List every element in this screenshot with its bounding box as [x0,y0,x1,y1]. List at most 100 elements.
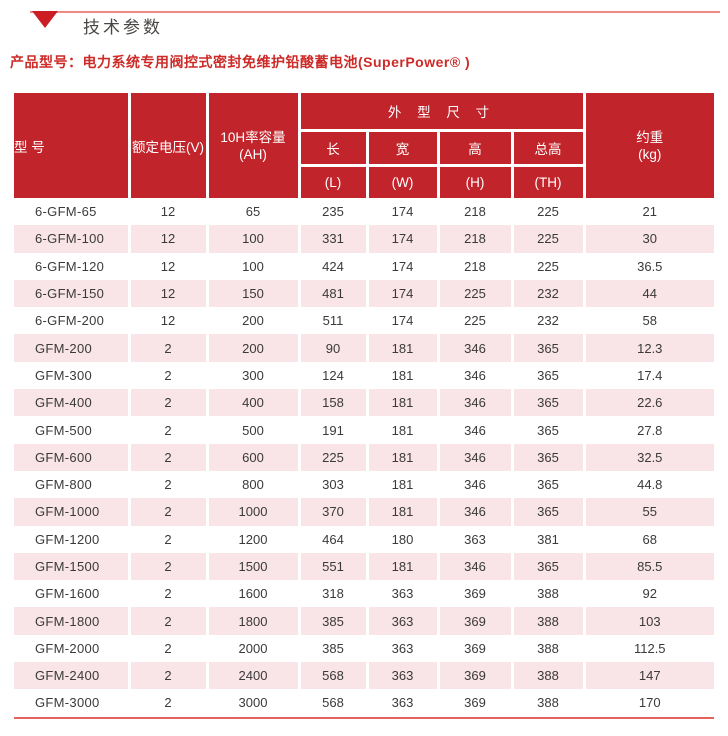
value-cell: 369 [464,586,486,602]
value-cell: 2 [129,334,209,362]
value-cell: 90 [299,334,369,362]
model-cell: GFM-1000 [14,498,131,526]
value-cell: 365 [512,498,586,526]
table-row: GFM-300 2 300 124 181 346 365 17.4 [14,362,714,389]
value-cell: 2 [129,607,209,635]
value-cell: 30 [584,225,715,253]
value-cell: 112.5 [633,640,666,656]
table-row: GFM-2000 2 2000 385 363 369 388 112.5 [14,635,714,662]
value-cell: 2 [129,552,209,581]
value-cell: 181 [367,552,440,581]
value-cell: 464 [322,531,344,547]
value-cell: 1000 [207,498,301,526]
col-header-width: 宽 [367,130,440,167]
value-cell: 181 [367,389,440,417]
col-header-weight-line1: 约重 [636,129,664,145]
value-cell: 331 [299,225,369,253]
value-cell: 385 [322,640,344,656]
model-cell: 6-GFM-150 [14,279,131,308]
value-cell: 346 [464,422,486,438]
value-cell: 369 [464,695,486,711]
model-cell: GFM-400 [14,389,131,417]
table-row: 6-GFM-200 12 200 511 174 225 232 58 [14,307,714,334]
value-cell: 103 [584,607,715,635]
table-row: GFM-200 2 200 90 181 346 365 12.3 [14,334,715,362]
value-cell: 568 [322,695,344,711]
model-cell: GFM-1200 [35,531,100,547]
value-cell: 369 [438,662,514,690]
value-cell: 100 [242,258,264,274]
table-row: GFM-1500 2 1500 551 181 346 365 85.5 [14,552,715,581]
col-header-capacity: 10H率容量 (AH) [207,93,301,198]
value-cell: 365 [537,367,559,383]
value-cell: 232 [512,279,586,308]
value-cell: 150 [207,279,301,308]
value-cell: 68 [642,531,657,547]
value-cell: 346 [464,367,486,383]
model-cell: GFM-2000 [35,640,100,656]
value-cell: 511 [322,313,344,329]
model-cell: 6-GFM-120 [35,258,105,274]
value-cell: 388 [537,695,559,711]
value-cell: 147 [584,662,715,690]
value-cell: 346 [438,552,514,581]
value-cell: 100 [207,225,301,253]
value-cell: 65 [245,204,261,220]
model-cell: GFM-500 [35,422,93,438]
value-cell: 12 [160,204,176,220]
value-cell: 218 [438,225,514,253]
value-cell: 191 [322,422,344,438]
value-cell: 225 [512,225,586,253]
value-cell: 363 [367,607,440,635]
value-cell: 365 [512,389,586,417]
col-header-weight: 约重 (kg) [584,93,715,198]
model-cell: GFM-3000 [35,695,100,711]
value-cell: 363 [464,531,486,547]
value-cell: 2 [129,498,209,526]
value-cell: 346 [438,334,514,362]
value-cell: 58 [642,313,657,329]
col-header-total-height: 总高 [512,130,586,167]
value-cell: 174 [391,258,414,274]
table-row: GFM-800 2 800 303 181 346 365 44.8 [14,471,714,498]
value-cell: 2 [129,389,209,417]
model-cell: 6-GFM-65 [35,204,97,220]
value-cell: 363 [391,586,414,602]
value-cell: 2 [164,367,172,383]
col-header-length-sub: (L) [299,165,369,198]
value-cell: 388 [512,662,586,690]
value-cell: 2 [164,640,172,656]
value-cell: 12.3 [584,334,715,362]
value-cell: 2 [164,531,172,547]
value-cell: 36.5 [637,258,663,274]
value-cell: 2 [129,443,209,471]
value-cell: 1800 [207,607,301,635]
value-cell: 225 [537,258,559,274]
value-cell: 388 [512,607,586,635]
value-cell: 800 [242,477,264,493]
value-cell: 370 [299,498,369,526]
value-cell: 218 [464,204,486,220]
value-cell: 551 [299,552,369,581]
table-row: GFM-500 2 500 191 181 346 365 27.8 [14,416,714,443]
value-cell: 225 [537,204,559,220]
value-cell: 2 [164,477,172,493]
value-cell: 200 [242,313,264,329]
col-header-width-sub: (W) [367,165,440,198]
value-cell: 12 [160,258,176,274]
spec-table-header: 型 号 额定电压(V) 10H率容量 (AH) 外 型 尺 寸 约重 (kg) [14,93,715,198]
section-title: 技术参数 [83,18,163,37]
value-cell: 174 [367,225,440,253]
model-cell: GFM-1600 [35,586,100,602]
value-cell: 346 [438,498,514,526]
table-row: GFM-1000 2 1000 370 181 346 365 55 [14,498,715,526]
value-cell: 181 [367,334,440,362]
value-cell: 22.6 [584,389,715,417]
value-cell: 369 [464,640,486,656]
value-cell: 12 [129,279,209,308]
value-cell: 21 [642,204,657,220]
value-cell: 200 [207,334,301,362]
col-header-capacity-line1: 10H率容量 [220,129,286,145]
value-cell: 600 [207,443,301,471]
